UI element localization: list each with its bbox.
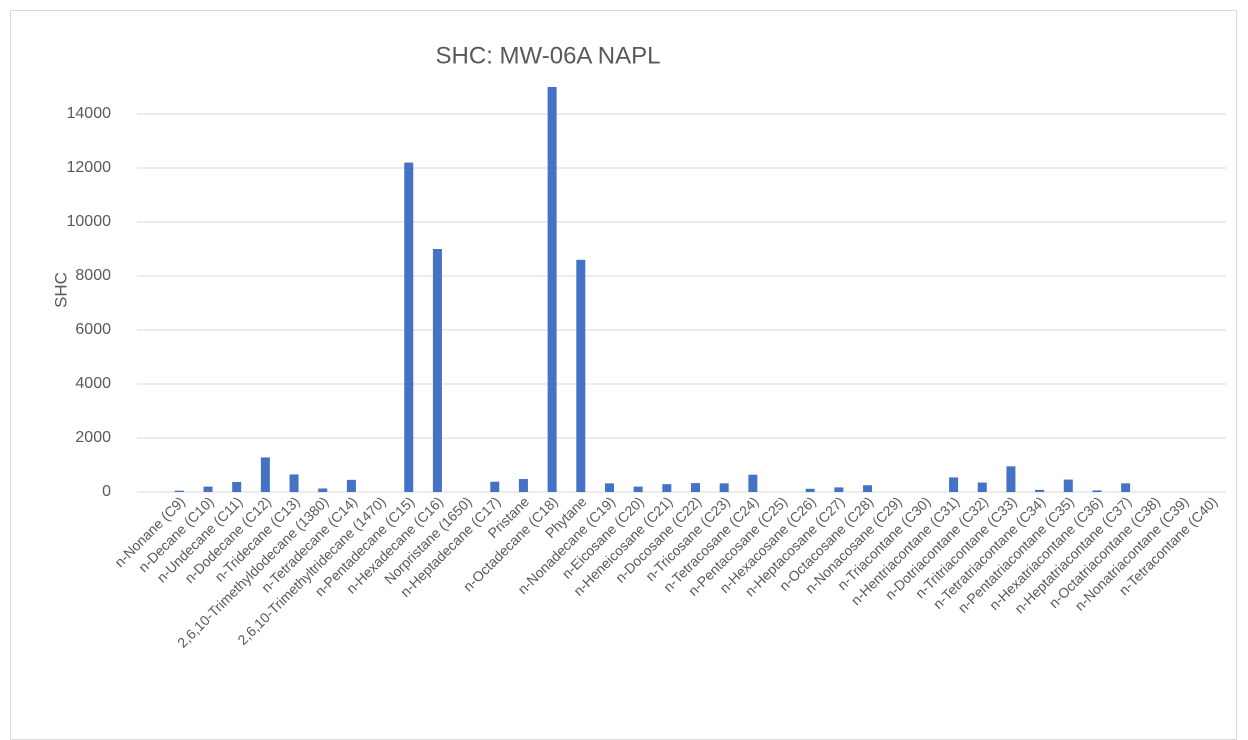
- bar: [260, 457, 270, 492]
- bar: [949, 477, 959, 492]
- bar: [805, 488, 815, 492]
- chart-title: SHC: MW-06A NAPL: [436, 42, 661, 69]
- bar: [834, 487, 844, 492]
- y-tick-label: 2000: [75, 429, 111, 446]
- bar: [1092, 490, 1102, 492]
- y-tick-label: 12000: [67, 159, 112, 176]
- bar: [1063, 479, 1073, 492]
- bar: [1035, 489, 1045, 492]
- bar: [547, 87, 557, 492]
- y-axis-label: SHC: [51, 272, 70, 308]
- bar: [633, 486, 643, 492]
- bar: [719, 483, 729, 492]
- y-tick-label: 8000: [75, 267, 111, 284]
- y-tick-label: 14000: [67, 105, 112, 122]
- bar: [863, 485, 873, 492]
- chart-frame: [10, 10, 1237, 740]
- bar: [604, 483, 614, 492]
- bar: [490, 481, 500, 492]
- y-tick-label: 10000: [67, 213, 112, 230]
- bar: [748, 474, 758, 492]
- bar: [174, 490, 184, 492]
- bar: [518, 479, 528, 492]
- bar: [1006, 466, 1016, 492]
- bar: [203, 486, 213, 492]
- y-tick-label: 4000: [75, 375, 111, 392]
- bar: [576, 259, 586, 492]
- y-tick-label: 6000: [75, 321, 111, 338]
- bar: [346, 479, 356, 492]
- y-tick-label: 0: [102, 483, 111, 500]
- bar: [691, 483, 700, 492]
- bar: [662, 484, 672, 492]
- bar: [432, 249, 442, 492]
- bar: [232, 482, 242, 492]
- bar: [1121, 483, 1131, 492]
- bar: [404, 162, 414, 492]
- bar: [977, 482, 987, 492]
- bar: [289, 474, 299, 492]
- bar: [318, 488, 328, 492]
